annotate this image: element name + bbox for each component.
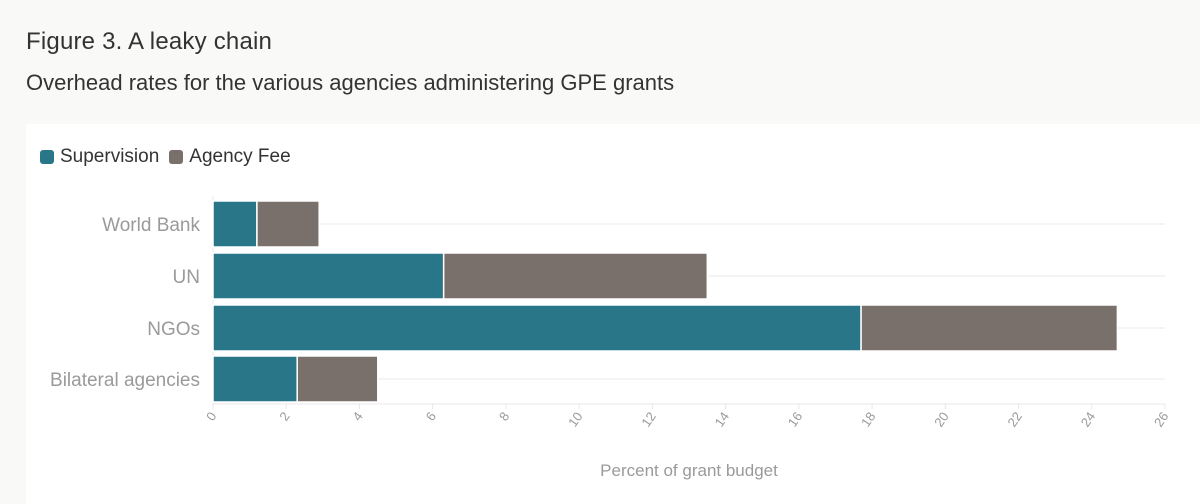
x-tick-label-7: 14 xyxy=(711,409,732,429)
x-tick-label-1: 2 xyxy=(276,409,292,424)
legend-label-supervision: Supervision xyxy=(60,146,160,167)
legend-swatch-supervision xyxy=(40,150,54,164)
bar-agency-fee-3 xyxy=(296,355,379,403)
category-label-1: UN xyxy=(173,267,200,288)
legend-label-agency-fee: Agency Fee xyxy=(189,146,291,167)
bar-agency-fee-0 xyxy=(256,200,320,248)
x-tick-label-12: 24 xyxy=(1078,409,1099,429)
bar-supervision-1 xyxy=(212,252,445,300)
bar-supervision-2 xyxy=(212,304,862,352)
bar-supervision-3 xyxy=(212,355,298,403)
x-tick-label-11: 22 xyxy=(1004,409,1025,429)
figure-subtitle: Overhead rates for the various agencies … xyxy=(26,70,675,95)
bar-agency-fee-2 xyxy=(860,304,1119,352)
x-tick-label-0: 0 xyxy=(203,409,219,424)
bar-agency-fee-1 xyxy=(442,252,709,300)
figure-title: Figure 3. A leaky chain xyxy=(26,28,273,55)
x-tick-label-2: 4 xyxy=(349,409,365,424)
chart-legend: Supervision Agency Fee xyxy=(40,146,291,168)
legend-item-supervision[interactable]: Supervision xyxy=(40,146,159,168)
x-tick-label-4: 8 xyxy=(496,409,512,424)
x-tick-label-5: 10 xyxy=(565,409,586,429)
x-axis-title: Percent of grant budget xyxy=(600,461,778,480)
x-tick-label-10: 20 xyxy=(931,409,952,429)
x-tick-label-9: 18 xyxy=(858,409,879,429)
x-tick-label-8: 16 xyxy=(785,409,806,429)
category-label-0: World Bank xyxy=(102,215,200,236)
x-tick-label-6: 12 xyxy=(638,409,659,429)
bar-supervision-0 xyxy=(212,200,258,248)
legend-item-agency-fee[interactable]: Agency Fee xyxy=(169,146,291,168)
x-tick-label-13: 26 xyxy=(1151,409,1172,429)
category-label-2: NGOs xyxy=(147,319,200,340)
x-tick-label-3: 6 xyxy=(423,409,439,424)
category-label-3: Bilateral agencies xyxy=(50,370,200,391)
legend-swatch-agency-fee xyxy=(169,150,184,164)
